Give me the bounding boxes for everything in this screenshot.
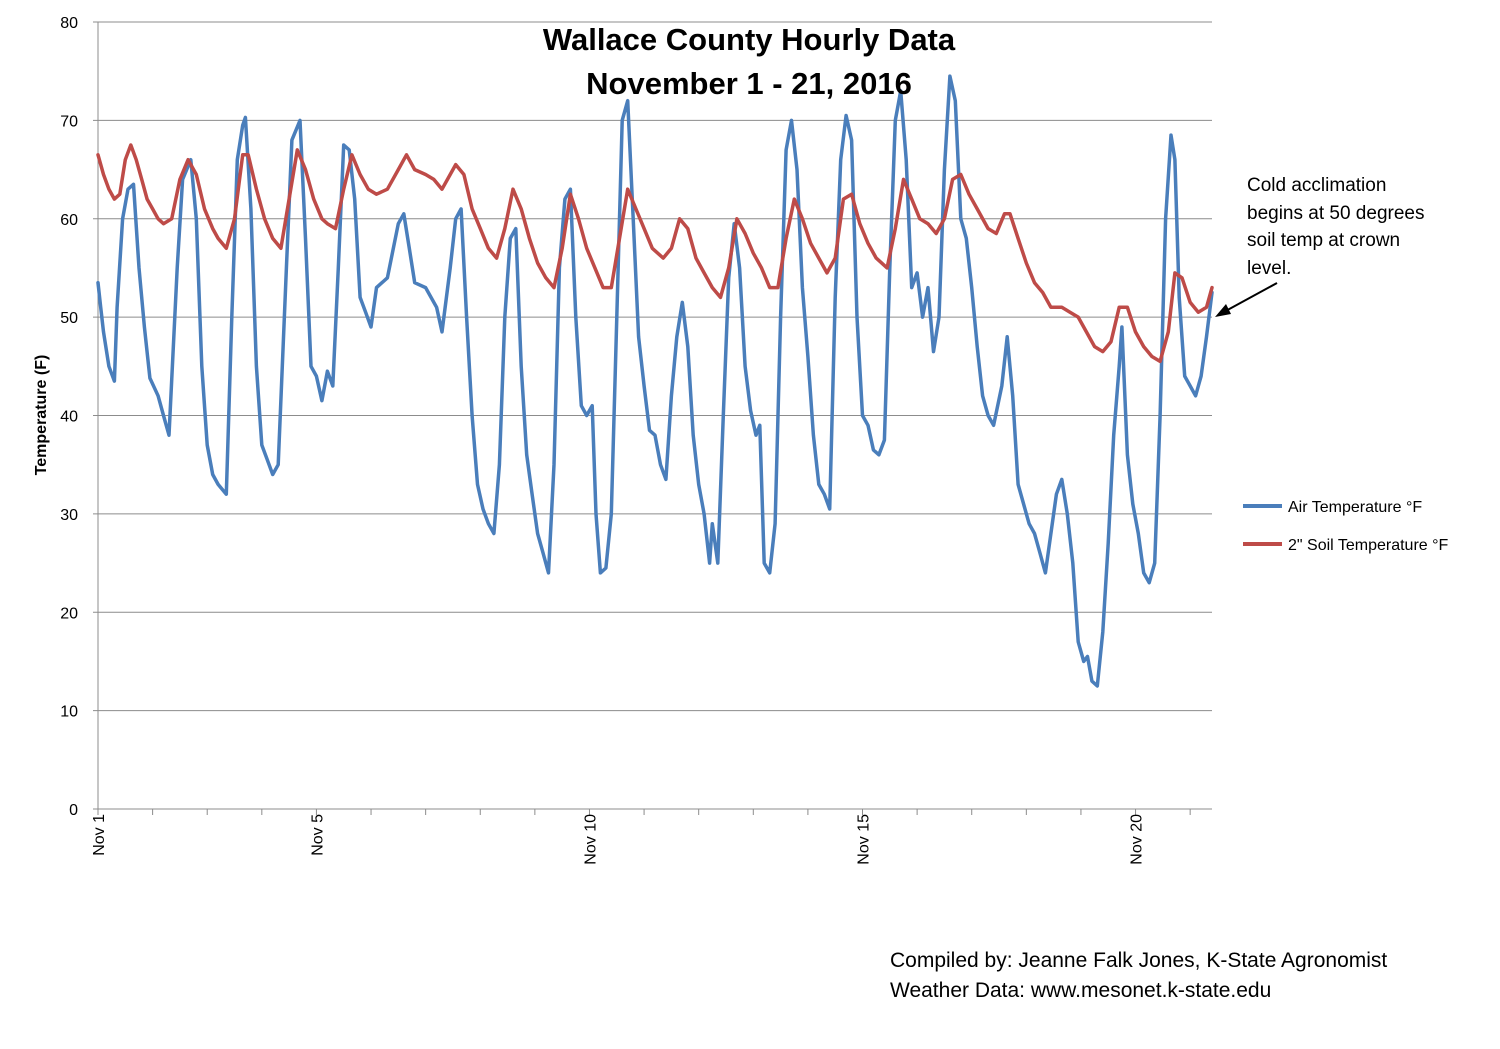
annotation-line-2: begins at 50 degrees xyxy=(1247,203,1424,224)
y-tick-label: 70 xyxy=(60,113,78,130)
credits: Compiled by: Jeanne Falk Jones, K-State … xyxy=(890,949,1387,1002)
chart-title-line-1: Wallace County Hourly Data xyxy=(543,22,956,57)
credit-line-1: Compiled by: Jeanne Falk Jones, K-State … xyxy=(890,949,1387,972)
y-tick-label: 20 xyxy=(60,605,78,622)
gridlines xyxy=(98,21,1212,810)
x-tick-label: Nov 10 xyxy=(582,814,599,865)
x-tick-label: Nov 5 xyxy=(309,814,326,856)
air-temperature-line xyxy=(96,74,1214,688)
annotation-line-3: soil temp at crown xyxy=(1247,230,1400,251)
y-tick-label: 10 xyxy=(60,704,78,721)
x-tick-label: Nov 15 xyxy=(856,814,873,865)
legend-label-soil: 2" Soil Temperature °F xyxy=(1288,537,1449,554)
annotation: Cold acclimation begins at 50 degrees so… xyxy=(1215,175,1424,317)
annotation-line-1: Cold acclimation xyxy=(1247,175,1386,196)
credit-line-2: Weather Data: www.mesonet.k-state.edu xyxy=(890,979,1271,1002)
legend-label-air: Air Temperature °F xyxy=(1288,499,1422,516)
x-tick-label: Nov 20 xyxy=(1129,814,1146,865)
y-tick-label: 30 xyxy=(60,507,78,524)
y-tick-label: 40 xyxy=(60,409,78,426)
y-axis-label: Temperature (F) xyxy=(33,355,50,476)
annotation-line-4: level. xyxy=(1247,258,1291,279)
legend: Air Temperature °F 2" Soil Temperature °… xyxy=(1243,499,1449,554)
axes: 0 10 20 30 40 50 60 70 80 Nov 1 Nov 5 Nov 10 Nov 15 N… xyxy=(60,15,1212,865)
annotation-arrow-head xyxy=(1215,304,1231,317)
soil-temperature-line xyxy=(96,143,1214,364)
annotation-arrow-shaft xyxy=(1221,282,1278,314)
x-tick-label: Nov 1 xyxy=(91,814,108,856)
chart-title-line-2: November 1 - 21, 2016 xyxy=(586,66,912,101)
y-tick-label: 80 xyxy=(60,15,78,32)
y-tick-label: 50 xyxy=(60,310,78,327)
series-lines xyxy=(96,74,1214,688)
y-tick-label: 60 xyxy=(60,212,78,229)
y-tick-label: 0 xyxy=(69,802,78,819)
